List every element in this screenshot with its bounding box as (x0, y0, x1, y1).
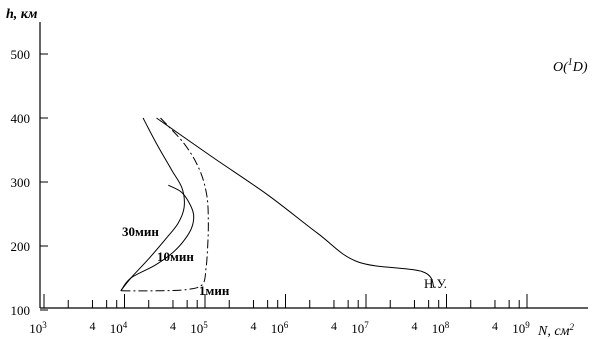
y-tick-label-300: 300 (11, 175, 31, 190)
series-label-2: 10мин (157, 249, 194, 264)
x-axis-label-main: N, см (537, 324, 570, 339)
x-minor-label-40000000: 4 (411, 319, 417, 333)
series-label-1: 30мин (122, 224, 159, 239)
x-minor-label-4000000: 4 (331, 319, 337, 333)
series-line-2 (120, 184, 195, 292)
x-tick-label-1e7: 107 (351, 320, 369, 336)
chart-title-tail: D) (572, 60, 588, 75)
series-label-0: Н.У. (424, 276, 447, 291)
x-tick-label-1e6: 106 (271, 320, 289, 336)
y-tick-label-500: 500 (11, 47, 31, 62)
x-minor-label-4000: 4 (89, 319, 95, 333)
x-tick-label-1e4: 104 (110, 320, 128, 336)
series-line-0 (156, 117, 435, 288)
x-tick-label-1e5: 105 (190, 320, 208, 336)
x-minor-label-400000000: 4 (492, 319, 498, 333)
series-group (120, 117, 435, 292)
x-tick-label-1e8: 108 (432, 320, 450, 336)
x-axis-label: N, см2 (537, 322, 575, 339)
x-minor-label-40000: 4 (170, 319, 176, 333)
axes (39, 22, 588, 309)
y-tick-label-100: 100 (11, 303, 31, 318)
y-axis-label: h, км (6, 7, 38, 22)
x-axis-label-sup: 2 (570, 322, 575, 332)
x-tick-label-1e3: 103 (29, 320, 47, 336)
chart-title-sup: 1 (568, 57, 573, 68)
series-line-3 (120, 117, 209, 292)
x-tick-label-1e9: 109 (512, 320, 530, 336)
chart-title: O(1D) (553, 57, 588, 75)
series-line-1 (120, 117, 185, 292)
series-label-3: 1мин (199, 283, 230, 298)
x-minor-label-400000: 4 (250, 319, 256, 333)
chart-title-main: O( (553, 60, 569, 75)
y-tick-label-200: 200 (11, 239, 31, 254)
y-tick-label-400: 400 (11, 111, 31, 126)
labels: 100 200 300 400 500 103 104 105 106 107 108 109 4 4 4 4… (11, 47, 531, 336)
ticks (40, 53, 528, 311)
